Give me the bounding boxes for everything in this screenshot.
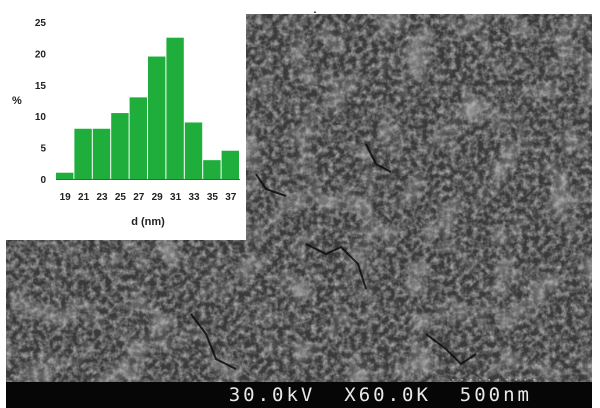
y-tick-label: 5 — [40, 144, 46, 155]
x-tick-label: 37 — [225, 192, 237, 203]
y-tick-label: 25 — [35, 18, 47, 29]
histogram-bar — [166, 37, 184, 180]
scale-length-label: 500nm — [459, 384, 532, 406]
x-tick-label: 23 — [96, 192, 108, 203]
top-dot-mark: . — [313, 0, 317, 16]
y-axis-title: % — [12, 95, 22, 107]
histogram-bar — [203, 160, 221, 179]
x-tick-label: 35 — [207, 192, 219, 203]
voltage-label: 30.0kV — [228, 384, 316, 406]
x-tick-label: 29 — [152, 192, 164, 203]
histogram-bar — [148, 56, 166, 179]
histogram-bar — [92, 128, 111, 179]
size-distribution-inset: % 0 5 10 15 20 25 19 21 23 25 27 29 31 33 35 37 d (nm) — [0, 0, 246, 240]
x-tick-label: 31 — [170, 192, 182, 203]
x-tick-label: 27 — [133, 192, 145, 203]
y-tick-label: 15 — [35, 81, 47, 92]
histogram-bar — [221, 150, 239, 179]
histogram-chart: % 0 5 10 15 20 25 19 21 23 25 27 29 31 33 35 37 d (nm) — [12, 18, 240, 228]
y-tick-label: 0 — [40, 175, 46, 186]
x-tick-label: 33 — [188, 192, 200, 203]
magnification-label: X60.0K — [344, 384, 431, 406]
histogram-bar — [56, 172, 74, 179]
histogram-bar — [129, 97, 147, 179]
x-axis-title: d (nm) — [131, 216, 165, 228]
sem-info-text: 30.0kV X60.0K 500nm — [229, 384, 532, 406]
histogram-bar — [74, 128, 92, 179]
y-tick-label: 10 — [35, 112, 47, 123]
sem-info-bar: ·········· 30.0kV X60.0K 500nm — [6, 375, 592, 408]
histogram-bar — [111, 113, 129, 179]
scale-bar-dots: ·········· — [450, 375, 541, 386]
x-tick-label: 19 — [60, 192, 72, 203]
x-tick-label: 21 — [78, 192, 90, 203]
y-tick-label: 20 — [35, 49, 47, 60]
x-tick-label: 25 — [115, 192, 127, 203]
histogram-bar — [184, 122, 203, 179]
